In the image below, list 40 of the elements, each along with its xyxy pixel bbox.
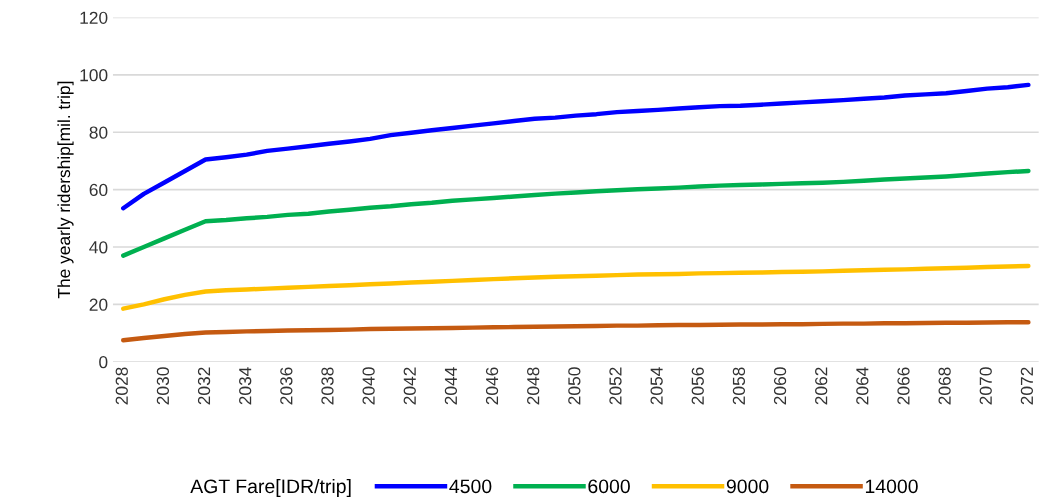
x-tick-label: 2054 — [650, 367, 663, 405]
x-tick-label: 2056 — [691, 367, 704, 405]
x-tick-label: 2046 — [485, 367, 499, 405]
x-tick-label: 2034 — [239, 367, 252, 405]
x-tick-label: 2070 — [979, 367, 992, 405]
x-tick-label: 2064 — [856, 367, 869, 405]
legend-label: 9000 — [726, 479, 769, 494]
x-tick-label: 2032 — [197, 367, 211, 405]
x-tick-label: 2052 — [609, 367, 622, 405]
x-tick-label: 2030 — [156, 367, 170, 405]
x-tick-label: 2038 — [321, 367, 334, 405]
legend-label: 6000 — [588, 479, 630, 494]
line-series — [121, 82, 1031, 211]
legend-label: 14000 — [865, 479, 918, 494]
line-series — [121, 319, 1031, 343]
y-tick-label: 40 — [89, 241, 108, 254]
y-tick-label: 120 — [80, 11, 108, 24]
x-tick-label: 2068 — [938, 367, 951, 405]
x-tick-label: 2058 — [732, 367, 746, 405]
x-tick-label: 2042 — [403, 367, 416, 405]
x-tick-label: 2050 — [568, 367, 581, 405]
legend-label: 4500 — [449, 479, 492, 494]
x-tick-label: 2036 — [280, 367, 293, 405]
y-tick-label: 100 — [80, 69, 108, 82]
y-tick-label: 80 — [89, 126, 108, 139]
x-tick-label: 2062 — [815, 367, 828, 405]
x-tick-label: 2040 — [362, 367, 375, 405]
x-tick-label: 2048 — [527, 367, 540, 405]
line-series — [121, 168, 1031, 258]
x-tick-label: 2072 — [1020, 367, 1034, 405]
y-tick-label: 60 — [89, 183, 108, 197]
x-tick-label: 2028 — [115, 367, 128, 405]
y-axis-title: The yearly ridership[mil. trip] — [57, 81, 74, 299]
x-tick-label: 2060 — [773, 367, 787, 405]
x-tick-label: 2044 — [444, 367, 458, 405]
legend-title: AGT Fare[IDR/trip] — [190, 478, 351, 498]
x-tick-label: 2066 — [897, 367, 910, 405]
y-tick-label: 0 — [99, 355, 108, 369]
y-tick-label: 20 — [89, 298, 108, 311]
line-series — [121, 263, 1031, 311]
